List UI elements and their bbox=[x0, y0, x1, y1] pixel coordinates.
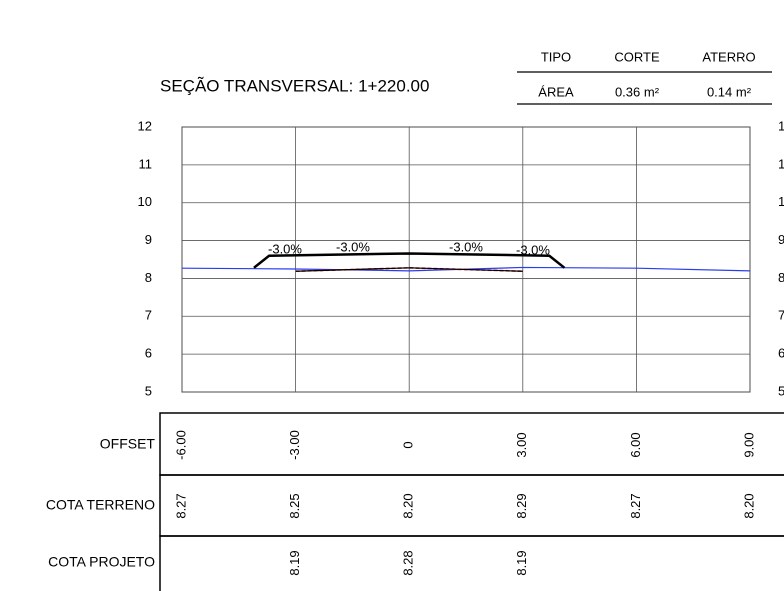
terrain-value: 8.27 bbox=[628, 493, 643, 518]
pavement-surface bbox=[253, 252, 566, 269]
y-tick-label: 6 bbox=[145, 346, 152, 361]
offsets-value: 6.00 bbox=[628, 432, 643, 457]
design-value: 8.19 bbox=[514, 550, 529, 575]
slope-label: -3.0% bbox=[268, 241, 302, 256]
offsets-value: 9.00 bbox=[741, 432, 756, 457]
y-tick-label: 5 bbox=[145, 383, 152, 398]
y-tick-label-right: 10 bbox=[778, 194, 784, 209]
design-value: 8.28 bbox=[401, 550, 416, 575]
y-tick-label: 12 bbox=[138, 118, 152, 133]
slope-label: -3.0% bbox=[449, 239, 483, 254]
y-tick-label-right: 7 bbox=[778, 308, 784, 323]
band-label: COTA PROJETO bbox=[48, 554, 155, 570]
summary-cell: 0.14 m² bbox=[707, 84, 752, 99]
y-tick-label-right: 9 bbox=[778, 232, 784, 247]
y-tick-label: 10 bbox=[138, 194, 152, 209]
y-tick-label-right: 8 bbox=[778, 270, 784, 285]
y-tick-label-right: 11 bbox=[778, 156, 784, 171]
band-label: COTA TERRENO bbox=[46, 497, 155, 513]
y-tick-label: 7 bbox=[145, 308, 152, 323]
design-value: 8.19 bbox=[287, 550, 302, 575]
band-label: OFFSET bbox=[100, 436, 156, 452]
summary-header: TIPO bbox=[541, 49, 571, 64]
design-line bbox=[295, 267, 523, 272]
offsets-value: 0 bbox=[401, 441, 416, 448]
y-tick-label-right: 6 bbox=[778, 346, 784, 361]
terrain-value: 8.25 bbox=[287, 493, 302, 518]
band-row bbox=[159, 535, 784, 591]
summary-header: ATERRO bbox=[702, 49, 755, 64]
terrain-value: 8.20 bbox=[401, 493, 416, 518]
terrain-value: 8.29 bbox=[514, 493, 529, 518]
offsets-value: -3.00 bbox=[287, 430, 302, 460]
y-tick-label-right: 5 bbox=[778, 383, 784, 398]
y-tick-label-right: 12 bbox=[778, 118, 784, 133]
offsets-value: 3.00 bbox=[514, 432, 529, 457]
section-title: SEÇÃO TRANSVERSAL: 1+220.00 bbox=[160, 76, 429, 95]
offsets-value: -6.00 bbox=[173, 430, 188, 460]
slope-label: -3.0% bbox=[336, 239, 370, 254]
y-tick-label: 11 bbox=[139, 156, 153, 171]
slope-label: -3.0% bbox=[516, 242, 550, 257]
terrain-value: 8.20 bbox=[741, 493, 756, 518]
y-tick-label: 9 bbox=[145, 232, 152, 247]
summary-header: CORTE bbox=[614, 49, 660, 64]
summary-cell: 0.36 m² bbox=[615, 84, 660, 99]
y-tick-label: 8 bbox=[145, 270, 152, 285]
terrain-value: 8.27 bbox=[173, 493, 188, 518]
summary-cell: ÁREA bbox=[538, 84, 574, 99]
